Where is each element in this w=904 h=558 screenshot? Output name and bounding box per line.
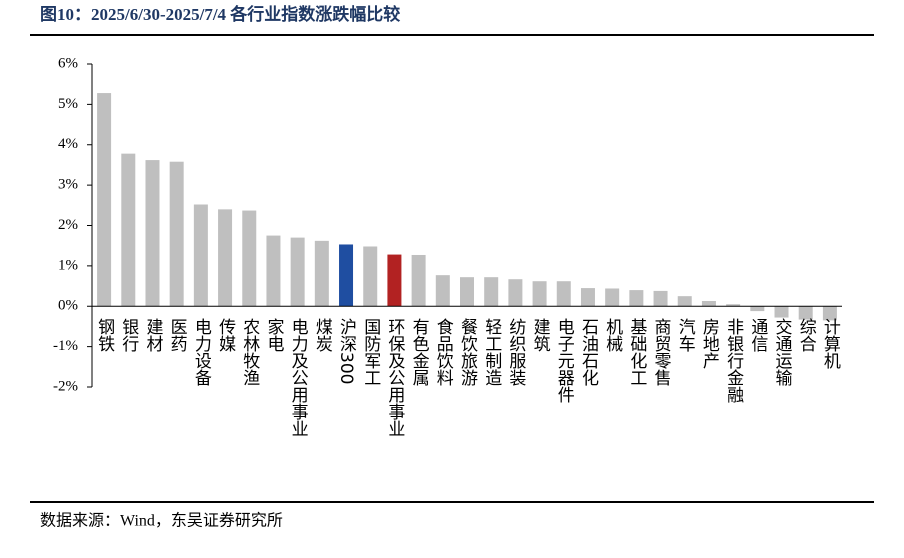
bar: [701, 301, 716, 307]
bar: [242, 210, 257, 307]
bar: [97, 93, 112, 307]
x-tick-label: 电力设备: [191, 318, 212, 386]
x-tick-label: 计算机: [820, 318, 841, 369]
bar: [290, 237, 305, 307]
bar: [677, 296, 692, 307]
x-tick-label: 家电: [263, 318, 283, 352]
y-tick-label: 5%: [58, 96, 78, 112]
bar: [460, 277, 474, 307]
x-tick-label: 轻工制造: [481, 318, 502, 386]
x-tick-label: 银行: [118, 318, 139, 353]
bar: [629, 290, 644, 307]
bar: [314, 240, 329, 307]
x-tick-label: 非银行金融: [723, 318, 744, 404]
bar: [750, 306, 765, 312]
bar: [484, 277, 499, 307]
y-tick-label: -2%: [53, 378, 78, 394]
bar: [653, 290, 668, 307]
x-tick-label: 沪深300: [336, 318, 357, 384]
bar: [145, 160, 160, 307]
x-tick-label: 国防军工: [360, 318, 381, 386]
x-tick-label: 通信: [747, 318, 768, 352]
bar: [726, 304, 741, 307]
source-note: 数据来源：Wind，东吴证券研究所: [40, 512, 283, 530]
bar: [532, 281, 547, 307]
y-tick-label: 3%: [58, 177, 78, 193]
x-tick-label: 煤炭: [312, 318, 333, 352]
bar: [411, 254, 426, 307]
bar: [121, 153, 136, 307]
x-tick-label: 建材: [142, 318, 163, 352]
bar: [774, 306, 789, 318]
y-tick-label: 0%: [58, 298, 78, 314]
y-tick-label: -1%: [53, 338, 78, 354]
bar: [605, 288, 620, 307]
bar: [169, 161, 184, 307]
x-tick-label: 建筑: [530, 318, 551, 352]
x-tick-label: 房地产: [699, 318, 720, 369]
x-tick-label: 纺织服装: [505, 318, 526, 386]
y-tick-label: 1%: [58, 257, 78, 273]
bar: [193, 204, 208, 307]
bar: [798, 306, 813, 320]
bar: [339, 244, 354, 307]
x-tick-label: 食品饮料: [433, 318, 454, 386]
x-tick-label: 医药: [167, 318, 188, 353]
x-tick-label: 基础化工: [626, 318, 647, 386]
bar: [266, 235, 281, 307]
bar: [218, 209, 233, 307]
x-tick-label: 商贸零售: [651, 318, 672, 386]
x-tick-label: 传媒: [215, 318, 236, 352]
x-tick-label: 电子元器件: [554, 318, 575, 403]
y-tick-label: 4%: [58, 136, 78, 152]
x-tick-label: 钢铁: [94, 318, 115, 352]
y-tick-label: 2%: [58, 217, 78, 233]
bar: [556, 281, 571, 307]
x-tick-label: 农林牧渔: [239, 318, 259, 386]
y-tick-label: 6%: [58, 55, 78, 71]
x-tick-label: 环保及公用事业: [384, 318, 405, 437]
x-tick-label: 有色金属: [409, 318, 430, 386]
x-tick-label: 交通运输: [772, 318, 793, 387]
x-tick-label: 综合: [796, 318, 817, 352]
bar: [508, 279, 523, 307]
x-tick-label: 电力及公用事业: [288, 318, 309, 437]
x-tick-label: 餐饮旅游: [457, 318, 478, 386]
bar: [435, 275, 450, 307]
bar: [822, 306, 837, 321]
bar: [363, 246, 378, 307]
bar: [387, 254, 402, 307]
x-tick-label: 石油石化: [578, 318, 599, 386]
bar: [580, 288, 595, 307]
x-tick-label: 汽车: [675, 318, 696, 352]
x-tick-label: 机械: [602, 318, 623, 352]
chart-title: 图10：2025/6/30-2025/7/4 各行业指数涨跌幅比较: [40, 4, 400, 24]
